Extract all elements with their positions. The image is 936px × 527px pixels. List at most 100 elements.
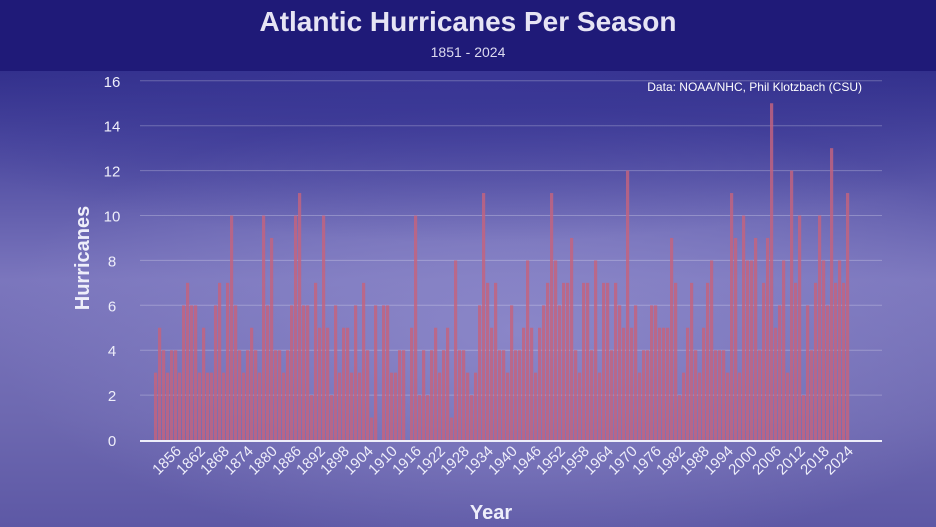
y-tick-label: 4 [108, 343, 116, 360]
bar-1970 [630, 327, 634, 440]
bar-1869 [226, 282, 230, 440]
bar-1988 [702, 327, 706, 440]
bar-1881 [274, 350, 278, 440]
bar-2012 [798, 215, 802, 440]
bar-1966 [614, 282, 618, 440]
bar-2023 [842, 282, 846, 440]
bar-1856 [174, 350, 178, 440]
bar-1999 [746, 260, 750, 440]
bar-1918 [422, 350, 426, 440]
bar-1990 [710, 260, 714, 440]
y-axis-label: Hurricanes [72, 206, 94, 311]
bar-1897 [338, 372, 342, 440]
bar-1884 [286, 350, 290, 440]
bar-1903 [362, 282, 366, 440]
bar-1928 [462, 350, 466, 440]
bar-1963 [602, 282, 606, 440]
bar-1994 [726, 372, 730, 440]
bar-2009 [786, 372, 790, 440]
bar-1936 [494, 282, 498, 440]
bar-1992 [718, 350, 722, 440]
bar-2014 [806, 305, 810, 440]
bar-1923 [442, 350, 446, 440]
bar-1979 [666, 327, 670, 440]
bar-1980 [670, 237, 674, 440]
bar-1930 [470, 395, 474, 440]
bar-1916 [414, 215, 418, 440]
header-band: Atlantic Hurricanes Per Season 1851 - 20… [0, 0, 936, 71]
bar-1873 [242, 372, 246, 440]
bar-1889 [306, 305, 310, 440]
bar-1868 [222, 372, 226, 440]
bar-1892 [318, 327, 322, 440]
bar-2006 [774, 327, 778, 440]
bar-2010 [790, 170, 794, 440]
bar-1896 [334, 305, 338, 440]
bar-1867 [218, 282, 222, 440]
bar-1915 [410, 327, 414, 440]
bar-1965 [610, 350, 614, 440]
bar-1927 [458, 350, 462, 440]
bar-1987 [698, 372, 702, 440]
bar-1956 [574, 350, 578, 440]
bar-2017 [818, 215, 822, 440]
bar-1947 [538, 327, 542, 440]
bar-1895 [330, 395, 334, 440]
bar-1921 [434, 327, 438, 440]
bar-1910 [390, 372, 394, 440]
bar-1871 [234, 305, 238, 440]
bar-1950 [550, 193, 554, 440]
bar-1857 [178, 372, 182, 440]
bar-1971 [634, 305, 638, 440]
bar-1962 [598, 372, 602, 440]
bar-2001 [754, 237, 758, 440]
bar-1925 [450, 417, 454, 440]
bar-2021 [834, 282, 838, 440]
bar-1964 [606, 282, 610, 440]
bar-1935 [490, 327, 494, 440]
y-tick-label: 16 [104, 74, 121, 91]
bar-1995 [730, 193, 734, 440]
chart-title: Atlantic Hurricanes Per Season [259, 6, 677, 37]
bar-1945 [530, 327, 534, 440]
bar-1899 [346, 327, 350, 440]
bar-1969 [626, 170, 630, 440]
bar-1998 [742, 215, 746, 440]
bar-2015 [810, 350, 814, 440]
bar-1967 [618, 305, 622, 440]
bar-1991 [714, 350, 718, 440]
bar-1934 [486, 282, 490, 440]
bar-1929 [466, 372, 470, 440]
bar-1993 [722, 350, 726, 440]
data-source-credit: Data: NOAA/NHC, Phil Klotzbach (CSU) [647, 80, 862, 94]
bar-1877 [258, 372, 262, 440]
x-tick-label: 2024 [821, 443, 857, 479]
bar-1946 [534, 372, 538, 440]
bar-2019 [826, 305, 830, 440]
bar-1883 [282, 372, 286, 440]
bar-1944 [526, 260, 530, 440]
bar-2018 [822, 260, 826, 440]
bar-1920 [430, 350, 434, 440]
bar-1898 [342, 327, 346, 440]
bar-1855 [170, 350, 174, 440]
bar-1977 [658, 327, 662, 440]
bar-1891 [314, 282, 318, 440]
bar-1888 [302, 305, 306, 440]
bar-1878 [262, 215, 266, 440]
bar-1974 [646, 350, 650, 440]
bar-2008 [782, 260, 786, 440]
bar-1912 [398, 350, 402, 440]
bar-2022 [838, 260, 842, 440]
bar-1996 [734, 237, 738, 440]
bar-1953 [562, 282, 566, 440]
chart-subtitle: 1851 - 2024 [430, 44, 506, 60]
bar-1948 [542, 305, 546, 440]
bar-1861 [194, 305, 198, 440]
bar-1985 [690, 282, 694, 440]
bar-1942 [518, 350, 522, 440]
bar-1959 [586, 282, 590, 440]
bar-1853 [162, 350, 166, 440]
bar-1874 [246, 350, 250, 440]
